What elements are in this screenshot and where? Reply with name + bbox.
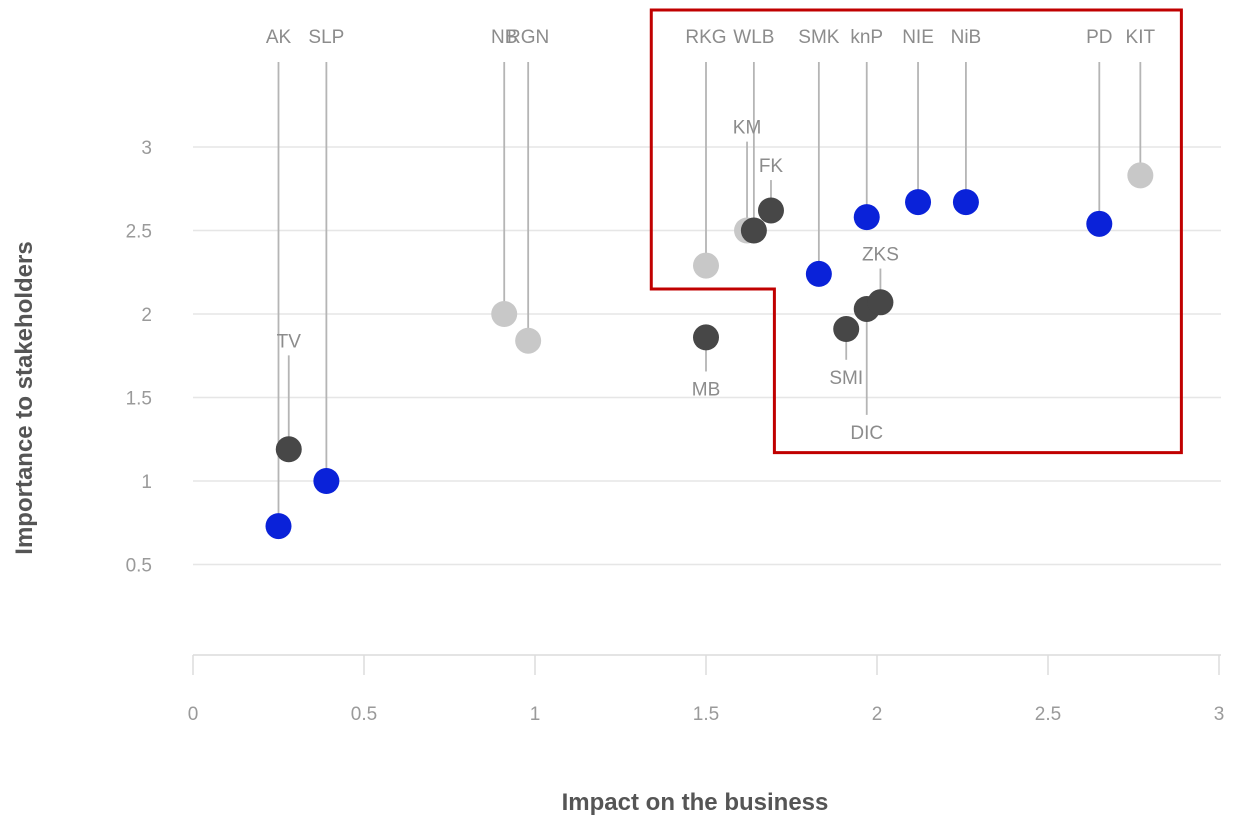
y-tick-label: 1.5 <box>126 389 152 410</box>
point-label-wlb: WLB <box>733 27 774 48</box>
x-tick-label: 1 <box>530 704 541 725</box>
point-label-knp: knP <box>850 27 883 48</box>
point-smi <box>833 316 860 343</box>
y-tick-label: 0.5 <box>126 556 152 577</box>
point-label-nie: NIE <box>902 27 934 48</box>
y-axis-title: Importance to stakeholders <box>11 241 38 554</box>
y-tick-label: 3 <box>141 138 152 159</box>
data-points <box>265 162 1154 540</box>
point-zks <box>867 289 894 316</box>
x-axis-title: Impact on the business <box>562 789 829 816</box>
highlight-region <box>649 8 1183 455</box>
y-axis: 0.5 1 1.5 2 2.5 3 <box>126 138 152 577</box>
point-label-zks: ZKS <box>862 245 899 266</box>
x-tick-label: 0 <box>188 704 199 725</box>
gridlines <box>193 146 1221 566</box>
x-tick-label: 0.5 <box>351 704 377 725</box>
y-tick-label: 2 <box>141 305 152 326</box>
point-mb <box>693 324 719 351</box>
point-rkg <box>693 252 719 279</box>
point-label-slp: SLP <box>308 27 344 48</box>
point-label-km: KM <box>733 118 762 139</box>
x-tick-label: 1.5 <box>693 704 719 725</box>
point-wlb <box>740 217 767 244</box>
point-label-pd: PD <box>1086 27 1112 48</box>
point-label-rkg: RKG <box>685 27 726 48</box>
highlight-outline <box>649 8 1183 455</box>
point-knp <box>853 204 880 231</box>
point-label-rgn: RGN <box>507 27 549 48</box>
point-label-smk: SMK <box>798 27 840 48</box>
point-label-tv: TV <box>277 331 302 352</box>
point-label-nb: NB <box>491 27 517 48</box>
x-tick-label: 3 <box>1214 704 1225 725</box>
y-tick-label: 1 <box>141 472 152 493</box>
point-label-nib: NiB <box>951 27 982 48</box>
label-leader-lines <box>277 62 1142 527</box>
point-tv <box>275 436 302 463</box>
point-label-ak: AK <box>266 27 292 48</box>
point-fk <box>757 197 784 224</box>
point-slp <box>313 468 340 494</box>
point-ak <box>265 513 292 540</box>
x-axis: 0 0.5 1 1.5 2 2.5 3 <box>188 654 1225 725</box>
point-rgn <box>515 327 542 354</box>
point-label-dic: DIC <box>850 423 883 444</box>
point-pd <box>1086 210 1113 237</box>
point-label-smi: SMI <box>829 368 863 389</box>
point-label-fk: FK <box>759 156 784 177</box>
point-kit <box>1127 162 1154 189</box>
point-nie <box>905 189 932 216</box>
x-tick-label: 2.5 <box>1035 704 1061 725</box>
point-nb <box>491 301 518 327</box>
point-label-kit: KIT <box>1126 27 1156 48</box>
x-tick-label: 2 <box>872 704 883 725</box>
point-nib <box>952 189 979 216</box>
point-smk <box>805 260 832 287</box>
y-tick-label: 2.5 <box>126 222 152 243</box>
point-label-mb: MB <box>692 379 721 400</box>
